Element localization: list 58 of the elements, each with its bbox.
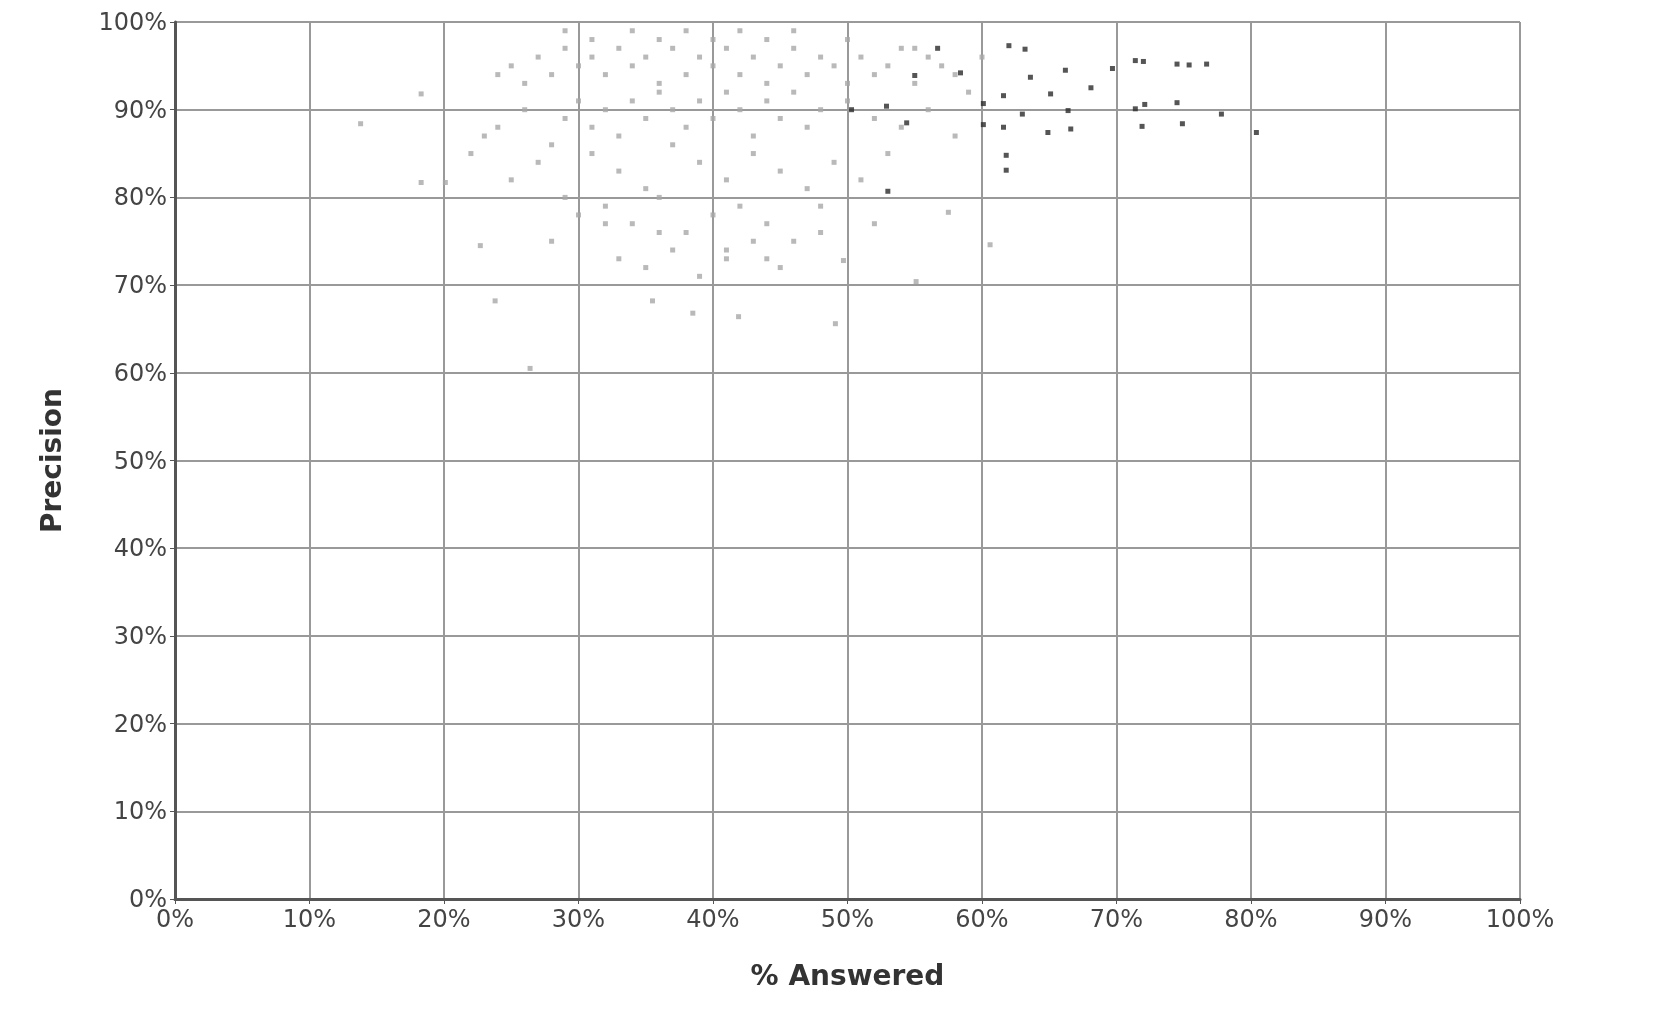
x-tick-label: 50% (820, 905, 875, 933)
point (935, 45, 941, 51)
point (1253, 130, 1259, 135)
point (1062, 67, 1068, 73)
point (1003, 167, 1009, 173)
point (1006, 43, 1012, 49)
y-tick-label: 60% (113, 358, 167, 387)
point (980, 101, 986, 107)
point (1022, 46, 1028, 52)
point (1179, 121, 1185, 127)
x-tick-label: 80% (1224, 905, 1278, 933)
point (1142, 101, 1148, 107)
point (980, 122, 986, 128)
x-tick-label: 70% (1089, 905, 1144, 933)
y-tick-label: 100% (98, 8, 167, 36)
x-tick-label: 20% (417, 905, 471, 933)
point (884, 103, 890, 109)
point (1109, 65, 1115, 71)
point (1218, 111, 1224, 117)
point (849, 107, 855, 113)
point (885, 188, 891, 194)
point (1132, 58, 1138, 64)
point (1204, 61, 1210, 67)
point (1003, 152, 1009, 158)
point (912, 73, 918, 78)
point (1001, 93, 1007, 99)
y-tick-label: 70% (113, 271, 167, 300)
point (1048, 91, 1054, 97)
y-tick-label: 30% (113, 621, 167, 650)
x-tick-label: 30% (551, 905, 606, 933)
point (1065, 108, 1071, 114)
x-axis-title: % Answered (750, 958, 945, 992)
point (1045, 130, 1051, 135)
point (1186, 62, 1192, 68)
point (1001, 124, 1007, 130)
point (1132, 106, 1138, 112)
x-tick-label: 60% (955, 905, 1009, 933)
point (957, 70, 963, 76)
y-tick-label: 20% (113, 709, 167, 738)
point (1068, 126, 1074, 132)
point (1174, 100, 1180, 106)
y-tick-label: 90% (113, 95, 167, 124)
point (1174, 61, 1180, 67)
x-tick-label: 40% (686, 905, 740, 933)
y-tick-label: 50% (113, 446, 167, 475)
x-tick-label: 100% (1485, 905, 1555, 933)
point (904, 120, 910, 126)
y-tick-label: 40% (113, 534, 167, 563)
point (1019, 111, 1025, 117)
point (1088, 85, 1094, 91)
point (1027, 74, 1033, 80)
point (1139, 123, 1145, 129)
x-tick-label: 90% (1358, 905, 1413, 933)
point (1140, 58, 1146, 64)
y-tick-label: 10% (113, 797, 167, 826)
x-tick-label: 10% (282, 905, 337, 933)
y-tick-label: 80% (113, 183, 167, 212)
y-axis-title: Precision (34, 388, 68, 533)
